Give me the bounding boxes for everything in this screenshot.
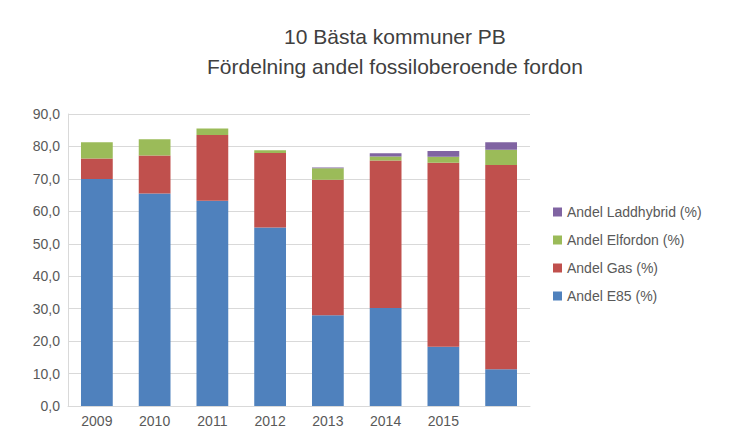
svg-text:Andel E85 (%): Andel E85 (%) — [567, 288, 657, 304]
svg-text:70,0: 70,0 — [33, 171, 60, 187]
svg-text:2011: 2011 — [197, 413, 227, 429]
svg-text:2010: 2010 — [139, 413, 170, 429]
svg-text:2013: 2013 — [312, 413, 343, 429]
svg-text:30,0: 30,0 — [33, 301, 60, 317]
svg-text:Andel Elfordon (%): Andel Elfordon (%) — [567, 232, 685, 248]
svg-text:2014: 2014 — [370, 413, 401, 429]
svg-text:2009: 2009 — [81, 413, 112, 429]
svg-text:0,0: 0,0 — [41, 398, 61, 414]
svg-text:80,0: 80,0 — [33, 138, 60, 154]
svg-text:2015: 2015 — [428, 413, 459, 429]
svg-text:90,0: 90,0 — [33, 106, 60, 122]
svg-text:60,0: 60,0 — [33, 203, 60, 219]
svg-text:Fördelning andel fossiloberoen: Fördelning andel fossiloberoende fordon — [207, 55, 583, 78]
svg-text:20,0: 20,0 — [33, 333, 60, 349]
svg-text:Andel Gas (%): Andel Gas (%) — [567, 260, 658, 276]
svg-text:50,0: 50,0 — [33, 236, 60, 252]
svg-text:10 Bästa kommuner PB: 10 Bästa kommuner PB — [284, 25, 506, 48]
svg-text:40,0: 40,0 — [33, 268, 60, 284]
svg-text:2012: 2012 — [255, 413, 286, 429]
svg-text:Andel Laddhybrid (%): Andel Laddhybrid (%) — [567, 204, 702, 220]
svg-text:10,0: 10,0 — [33, 366, 60, 382]
